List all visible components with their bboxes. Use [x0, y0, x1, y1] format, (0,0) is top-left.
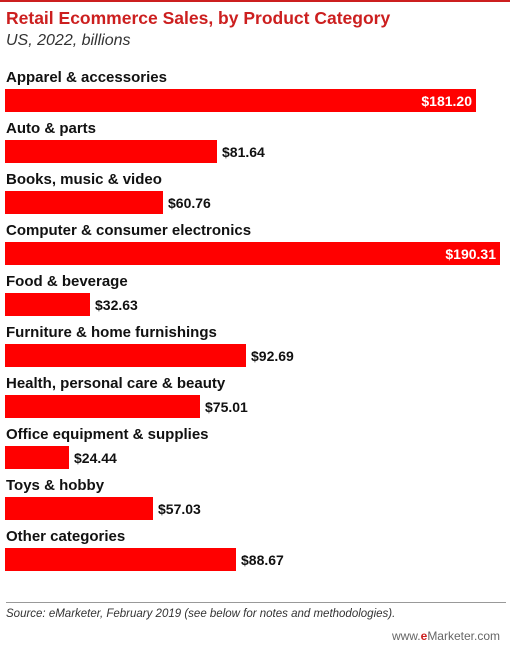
category-label: Books, music & video — [6, 171, 162, 188]
bar — [5, 140, 217, 163]
watermark: www.eMarketer.com — [392, 629, 500, 643]
bar — [5, 344, 246, 367]
chart-subtitle: US, 2022, billions — [6, 32, 131, 49]
category-label: Auto & parts — [6, 120, 96, 137]
top-accent-line — [0, 0, 510, 2]
category-label: Apparel & accessories — [6, 69, 167, 86]
value-label: $181.20 — [421, 93, 472, 109]
bar — [5, 446, 69, 469]
value-label: $190.31 — [445, 246, 496, 262]
category-label: Health, personal care & beauty — [6, 375, 226, 392]
source-note: Source: eMarketer, February 2019 (see be… — [6, 608, 396, 620]
watermark-rest: Marketer.com — [427, 629, 500, 643]
watermark-prefix: www. — [391, 629, 421, 643]
bar — [5, 395, 200, 418]
category-label: Computer & consumer electronics — [6, 222, 251, 239]
category-label: Toys & hobby — [6, 477, 105, 494]
value-label: $81.64 — [222, 144, 265, 160]
bar — [5, 548, 236, 571]
bar — [5, 293, 90, 316]
value-label: $24.44 — [74, 450, 117, 466]
chart-title: Retail Ecommerce Sales, by Product Categ… — [6, 8, 391, 28]
category-label: Food & beverage — [6, 273, 128, 290]
value-label: $57.03 — [158, 501, 201, 517]
value-label: $75.01 — [205, 399, 248, 415]
value-label: $88.67 — [241, 552, 284, 568]
value-label: $92.69 — [251, 348, 294, 364]
bar-chart: Apparel & accessories $181.20 Auto & parts… — [5, 69, 500, 571]
category-label: Furniture & home furnishings — [6, 324, 217, 341]
value-label: $60.76 — [168, 195, 211, 211]
category-label: Other categories — [6, 528, 125, 545]
bar — [5, 497, 153, 520]
category-label: Office equipment & supplies — [6, 426, 209, 443]
watermark-brand: e — [420, 629, 428, 643]
footer-divider — [6, 602, 506, 603]
value-label: $32.63 — [95, 297, 138, 313]
bar — [5, 191, 163, 214]
bar — [5, 89, 476, 112]
bar — [5, 242, 500, 265]
